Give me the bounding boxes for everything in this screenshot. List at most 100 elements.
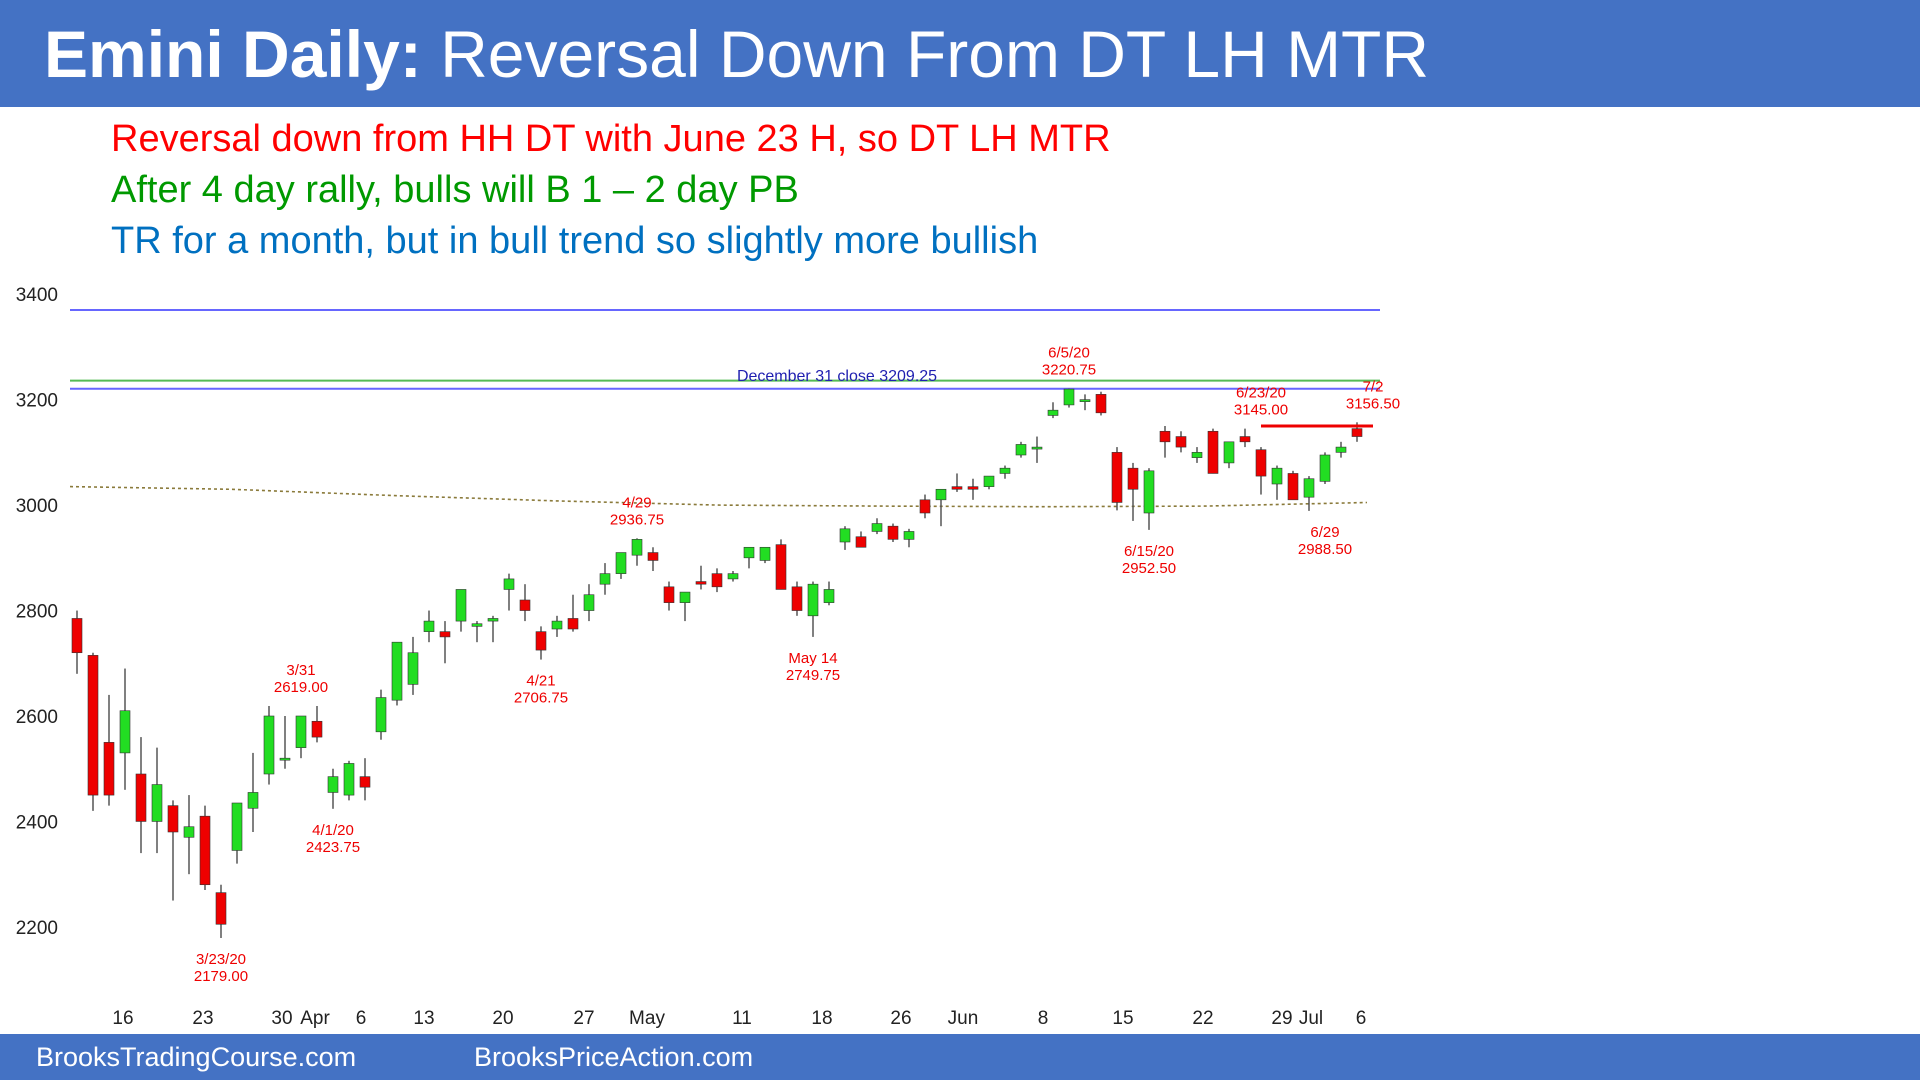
x-tick-label: 29 bbox=[1271, 1008, 1292, 1029]
candle-body bbox=[503, 578, 515, 590]
candle-body bbox=[919, 499, 931, 514]
x-tick-label: 22 bbox=[1192, 1008, 1213, 1029]
candle-body bbox=[151, 784, 163, 822]
x-tick-label: 13 bbox=[413, 1008, 434, 1029]
candle-body bbox=[1111, 452, 1123, 503]
title-bold: Emini Daily: bbox=[44, 17, 422, 91]
chart-annotation: 6/29 bbox=[1310, 524, 1339, 541]
candle-body bbox=[935, 488, 947, 501]
chart-annotation: December 31 close 3209.25 bbox=[737, 368, 937, 385]
candle-body bbox=[535, 631, 547, 651]
x-tick-label: 6 bbox=[356, 1008, 367, 1029]
candle-body bbox=[1159, 430, 1171, 443]
chart-annotation: 2749.75 bbox=[786, 667, 840, 684]
candle-body bbox=[743, 546, 755, 559]
candle-body bbox=[903, 531, 915, 540]
y-tick-label: 2400 bbox=[16, 812, 58, 833]
candle-body bbox=[983, 475, 995, 487]
candle-body bbox=[1095, 394, 1107, 414]
candle-body bbox=[951, 486, 963, 490]
candle-body bbox=[439, 631, 451, 638]
candle-body bbox=[759, 546, 771, 561]
candle-body bbox=[183, 826, 195, 838]
candle-body bbox=[695, 581, 707, 585]
candle-body bbox=[1335, 446, 1347, 453]
candle-body bbox=[87, 655, 99, 796]
candle-body bbox=[1143, 470, 1155, 514]
y-tick-label: 3400 bbox=[16, 285, 58, 306]
candle-body bbox=[823, 589, 835, 603]
candle-body bbox=[311, 720, 323, 738]
x-tick-label: 16 bbox=[112, 1008, 133, 1029]
candle-body bbox=[967, 486, 979, 490]
chart-annotation: 2988.50 bbox=[1298, 541, 1352, 558]
candle-body bbox=[583, 594, 595, 611]
candle-body bbox=[391, 641, 403, 701]
chart-annotation: 4/1/20 bbox=[312, 822, 354, 839]
candle-body bbox=[1319, 454, 1331, 482]
candle-body bbox=[1207, 430, 1219, 474]
chart-annotation: 6/15/20 bbox=[1124, 543, 1174, 560]
candle-body bbox=[615, 552, 627, 574]
x-tick-label: 27 bbox=[573, 1008, 594, 1029]
x-tick-label: May bbox=[629, 1008, 665, 1029]
y-tick-label: 2800 bbox=[16, 602, 58, 623]
chart-annotation: 3220.75 bbox=[1042, 362, 1096, 379]
chart-annotation: 3/31 bbox=[286, 662, 315, 679]
candle-body bbox=[1271, 467, 1283, 485]
candle-body bbox=[487, 618, 499, 622]
candle-body bbox=[887, 525, 899, 540]
notes-block: Reversal down from HH DT with June 23 H,… bbox=[111, 114, 1111, 267]
chart-annotation: 6/23/20 bbox=[1236, 385, 1286, 402]
candle-body bbox=[1351, 428, 1363, 437]
candle-body bbox=[599, 573, 611, 585]
candle-body bbox=[647, 552, 659, 561]
candle-body bbox=[231, 802, 243, 851]
candle-body bbox=[711, 573, 723, 588]
chart-annotation: 4/21 bbox=[526, 673, 555, 690]
note-line-3: TR for a month, but in bull trend so sli… bbox=[111, 220, 1039, 262]
chart-annotation: 3145.00 bbox=[1234, 402, 1288, 419]
candle-body bbox=[199, 815, 211, 886]
candle-body bbox=[1255, 449, 1267, 477]
footer-left-site[interactable]: BrooksTradingCourse.com bbox=[36, 1042, 357, 1072]
candle-body bbox=[807, 583, 819, 617]
candle-body bbox=[167, 805, 179, 833]
candle-body bbox=[247, 792, 259, 809]
moving-average-line bbox=[69, 485, 1368, 508]
candle-body bbox=[855, 536, 867, 548]
candle-body bbox=[263, 715, 275, 775]
candle-body bbox=[1063, 388, 1075, 406]
candle-body bbox=[1239, 436, 1251, 443]
chart-annotation: 2179.00 bbox=[194, 968, 248, 985]
chart-annotation: 3156.50 bbox=[1346, 395, 1400, 412]
title-rest: Reversal Down From DT LH MTR bbox=[421, 17, 1430, 91]
chart-annotation: 7/2 bbox=[1363, 378, 1384, 395]
x-tick-label: Jun bbox=[948, 1008, 979, 1029]
candle-body bbox=[1047, 409, 1059, 416]
footer-bar: BrooksTradingCourse.com BrooksPriceActio… bbox=[0, 1034, 1920, 1080]
footer-right-site[interactable]: BrooksPriceAction.com bbox=[474, 1042, 754, 1072]
candle-body bbox=[871, 523, 883, 532]
chart-annotation: 2423.75 bbox=[306, 839, 360, 856]
y-tick-label: 2200 bbox=[16, 918, 58, 939]
candle-body bbox=[775, 544, 787, 590]
candle-body bbox=[327, 776, 339, 793]
chart-annotation: 3/23/20 bbox=[196, 951, 246, 968]
candle-body bbox=[679, 591, 691, 603]
candle-body bbox=[663, 586, 675, 603]
x-tick-label: Jul bbox=[1299, 1008, 1323, 1029]
candle-body bbox=[455, 589, 467, 622]
candle-body bbox=[295, 715, 307, 748]
x-tick-label: 18 bbox=[811, 1008, 832, 1029]
candle-body bbox=[1015, 444, 1027, 456]
candle-body bbox=[359, 776, 371, 788]
candle-body bbox=[631, 539, 643, 556]
candle-body bbox=[375, 697, 387, 733]
candle-body bbox=[103, 742, 115, 796]
candle-body bbox=[1031, 446, 1043, 450]
x-tick-label: 15 bbox=[1112, 1008, 1133, 1029]
x-tick-label: Apr bbox=[300, 1008, 330, 1029]
chart-annotation: 2952.50 bbox=[1122, 560, 1176, 577]
chart-annotation: 4/29 bbox=[622, 494, 651, 511]
